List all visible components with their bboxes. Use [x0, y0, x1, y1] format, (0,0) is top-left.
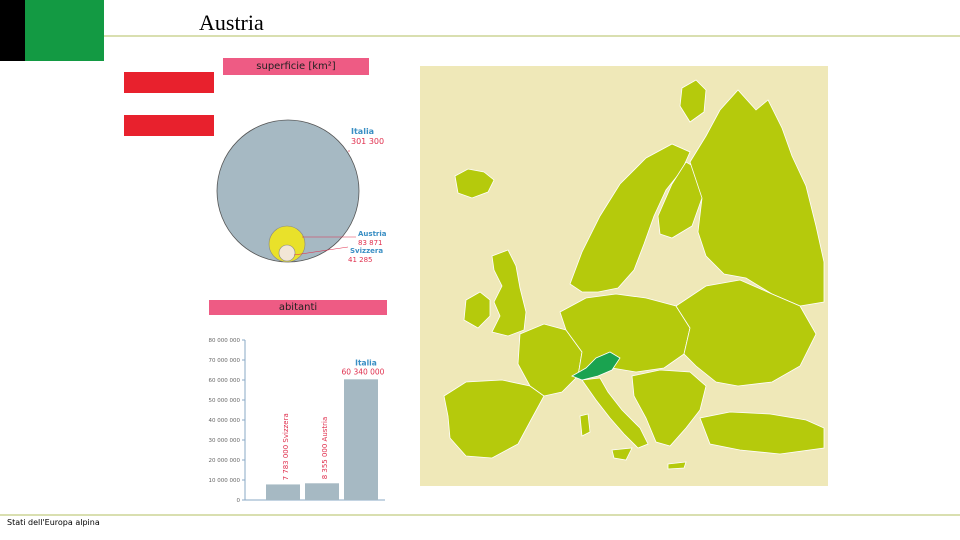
y-tick-label: 10 000 000: [209, 478, 241, 484]
flag-stripe-top: [124, 72, 214, 94]
europe-map: [420, 66, 828, 486]
map-russia-north: [689, 89, 825, 307]
map-austria-highlight: [571, 351, 621, 381]
bar-austria: [305, 483, 339, 500]
map-scandinavia: [569, 143, 691, 293]
y-tick-label: 40 000 000: [209, 418, 241, 424]
category-label-italia: Italia: [355, 358, 377, 367]
label-austria-name: Austria: [358, 230, 387, 238]
y-tick-label: 30 000 000: [209, 438, 241, 444]
label-svizzera-value: 41 285: [348, 256, 373, 264]
label-austria-value: 83 871: [358, 239, 383, 247]
y-tick-label: 20 000 000: [209, 458, 241, 464]
map-novaya-zemlya: [679, 79, 707, 123]
title-rule: [104, 35, 960, 37]
bar-svizzera: [266, 484, 300, 500]
y-tick-label: 80 000 000: [209, 338, 241, 344]
austria-flag: [124, 72, 214, 136]
label-svizzera-name: Svizzera: [350, 247, 383, 255]
flag-stripe-middle: [124, 93, 214, 115]
y-tick-label: 70 000 000: [209, 358, 241, 364]
slide-title: Austria: [199, 10, 264, 35]
data-label-svizzera: 7 783 000 Svizzera: [282, 413, 290, 480]
bar-chart-header: abitanti: [209, 300, 387, 315]
map-crete: [667, 461, 687, 470]
y-tick-label: 0: [237, 498, 241, 504]
map-ireland: [463, 291, 491, 329]
map-sardinia: [579, 413, 591, 437]
corner-green-block: [25, 0, 104, 61]
circle-svizzera: [278, 244, 296, 262]
map-great-britain: [491, 249, 527, 337]
data-label-italia: 60 340 000: [342, 367, 385, 376]
population-bar-chart: 0 10 000 000 20 000 000 30 000 000 40 000 00…: [209, 338, 385, 504]
area-comparison-chart: Italia 301 300 Austria 83 871 Svizzera 4…: [216, 119, 387, 264]
footer-text: Stati dell'Europa alpina: [7, 518, 100, 527]
label-italia-name: Italia: [351, 127, 374, 136]
y-tick-label: 50 000 000: [209, 398, 241, 404]
data-label-austria: 8 355 000 Austria: [321, 417, 329, 480]
y-tick-label: 60 000 000: [209, 378, 241, 384]
area-chart-header: superficie [km²]: [223, 58, 369, 75]
leader-svizzera: [293, 246, 349, 256]
map-iberia: [443, 379, 545, 459]
map-iceland: [454, 168, 495, 199]
map-central-europe: [559, 293, 691, 377]
footer-rule: [0, 514, 960, 516]
corner-black-block: [0, 0, 25, 61]
flag-stripe-bottom: [124, 114, 214, 136]
map-turkey: [699, 411, 825, 455]
bar-italia: [344, 379, 378, 500]
map-eastern-europe: [675, 279, 817, 387]
map-sicily: [611, 447, 633, 461]
map-italy: [581, 377, 649, 449]
map-balkans: [631, 369, 707, 447]
label-italia-value: 301 300: [351, 137, 384, 146]
circle-austria: [268, 225, 306, 263]
map-france: [517, 323, 583, 397]
